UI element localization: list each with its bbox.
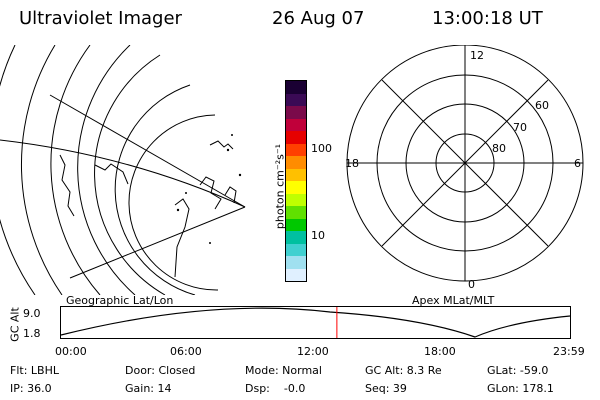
color-scale-bar bbox=[285, 80, 307, 282]
mlt-label-6: 6 bbox=[574, 157, 581, 170]
geo-lat-info: GLat: -59.0 bbox=[487, 364, 549, 377]
gain-info: Gain: 14 bbox=[125, 382, 172, 395]
mlt-label-12: 12 bbox=[470, 49, 484, 62]
lat-circle bbox=[77, 45, 136, 295]
colorbar-tick-100: 100 bbox=[311, 142, 332, 155]
apex-label: Apex MLat/MLT bbox=[412, 294, 495, 307]
date-label: 26 Aug 07 bbox=[272, 8, 365, 29]
geographic-label: Geographic Lat/Lon bbox=[66, 294, 174, 307]
colorbar-unit-label: photon cm⁻²s⁻¹ bbox=[273, 143, 287, 230]
mlat-label-60: 60 bbox=[535, 99, 549, 112]
colorbar-segment bbox=[286, 131, 306, 144]
sequence-info: Seq: 39 bbox=[365, 382, 407, 395]
colorbar-segment bbox=[286, 218, 306, 231]
lat-circle bbox=[0, 45, 36, 295]
colorbar-segment bbox=[286, 118, 306, 131]
colorbar-segment bbox=[286, 156, 306, 169]
dsp-info: Dsp: -0.0 bbox=[245, 382, 306, 395]
mlt-label-18: 18 bbox=[345, 157, 359, 170]
mlt-label-0: 0 bbox=[468, 278, 475, 290]
door-info: Door: Closed bbox=[125, 364, 196, 377]
track-x-tick-1: 06:00 bbox=[170, 345, 202, 358]
filter-info: Flt: LBHL bbox=[10, 364, 59, 377]
polar-plot: 12 18 6 0 60 70 80 bbox=[345, 45, 584, 290]
gc-altitude-info: GC Alt: 8.3 Re bbox=[365, 364, 442, 377]
lat-circle bbox=[20, 45, 63, 295]
track-x-tick-3: 18:00 bbox=[424, 345, 456, 358]
track-x-tick-4: 23:59 bbox=[553, 345, 585, 358]
track-y-tick-min: 1.8 bbox=[23, 327, 41, 340]
view-wedge-top bbox=[0, 139, 246, 208]
track-x-tick-2: 12:00 bbox=[297, 345, 329, 358]
time-label: 13:00:18 UT bbox=[432, 8, 543, 29]
track-y-tick-max: 9.0 bbox=[23, 307, 41, 320]
colorbar-segment bbox=[286, 193, 306, 206]
lat-circle bbox=[114, 84, 196, 295]
colorbar-segment bbox=[286, 143, 306, 156]
ip-info: IP: 36.0 bbox=[10, 382, 52, 395]
lat-circle bbox=[94, 54, 166, 295]
colorbar-segment bbox=[286, 231, 306, 244]
mode-info: Mode: Normal bbox=[245, 364, 322, 377]
track-axis-label: GC Alt bbox=[8, 307, 22, 342]
colorbar-segment bbox=[286, 168, 306, 181]
geo-lon-info: GLon: 178.1 bbox=[487, 382, 554, 395]
colorbar-segment bbox=[286, 181, 306, 194]
colorbar-segment bbox=[286, 93, 306, 106]
colorbar-segment bbox=[286, 81, 306, 94]
lat-circle bbox=[50, 45, 101, 295]
orbit-track-plot bbox=[60, 306, 571, 339]
view-wedge-bottom bbox=[69, 206, 246, 279]
mlt-line bbox=[381, 79, 549, 247]
geographic-map bbox=[0, 45, 246, 295]
coastline bbox=[59, 140, 237, 278]
lat-circle bbox=[128, 114, 219, 291]
mlat-label-80: 80 bbox=[492, 142, 506, 155]
mlat-label-70: 70 bbox=[513, 121, 527, 134]
track-x-tick-0: 00:00 bbox=[55, 345, 87, 358]
colorbar-segment bbox=[286, 106, 306, 119]
colorbar-segment bbox=[286, 206, 306, 219]
instrument-title: Ultraviolet Imager bbox=[19, 8, 182, 29]
colorbar-segment bbox=[286, 243, 306, 256]
altitude-curve bbox=[60, 307, 571, 338]
colorbar-segment bbox=[286, 268, 306, 281]
colorbar-tick-10: 10 bbox=[311, 229, 325, 242]
colorbar-segment bbox=[286, 256, 306, 269]
